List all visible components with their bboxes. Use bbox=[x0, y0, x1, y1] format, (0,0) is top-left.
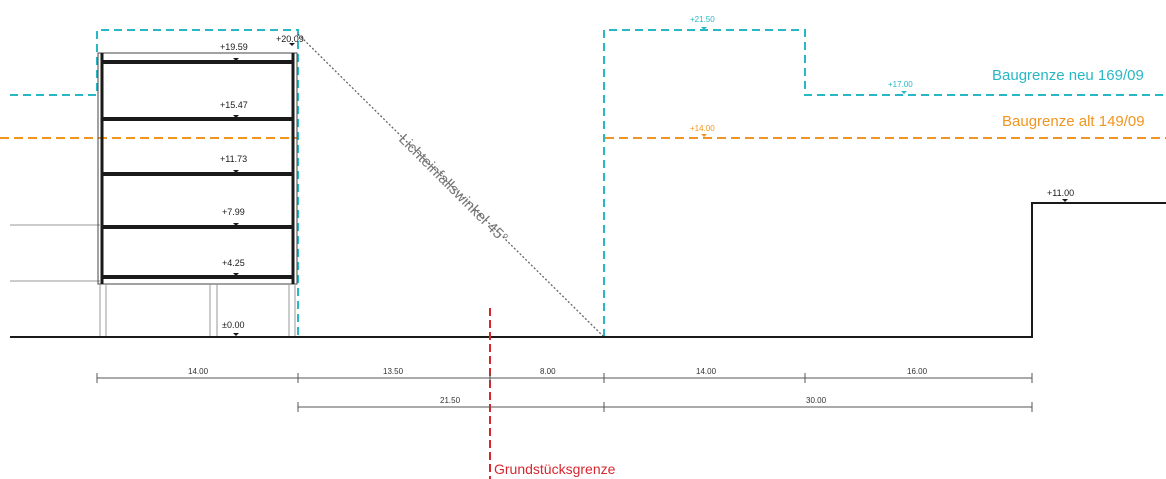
level-markers bbox=[233, 43, 295, 336]
cyan-peak-marker bbox=[701, 27, 707, 30]
level-label-15-47: +15.47 bbox=[220, 100, 248, 110]
dimension-row-1 bbox=[96, 373, 1033, 383]
cyan-step-marker bbox=[901, 91, 907, 94]
dim-14-00-left: 14.00 bbox=[188, 367, 209, 376]
right-building-marker bbox=[1062, 199, 1068, 202]
level-label-19-59: +19.59 bbox=[220, 42, 248, 52]
property-line-label: Grundstücksgrenze bbox=[494, 461, 616, 477]
dim-16-00: 16.00 bbox=[907, 367, 928, 376]
dim-8-00: 8.00 bbox=[540, 367, 556, 376]
right-building-level-label: +11.00 bbox=[1047, 188, 1074, 198]
orange-level-marker bbox=[701, 134, 707, 137]
level-label-7-99: +7.99 bbox=[222, 207, 245, 217]
dim-13-50: 13.50 bbox=[383, 367, 404, 376]
ground-line bbox=[10, 202, 1166, 338]
baugrenze-neu-envelope-left bbox=[10, 29, 299, 337]
dimension-row-2 bbox=[297, 402, 1033, 412]
cyan-peak-level-label: +21.50 bbox=[690, 15, 715, 24]
dim-14-00-right: 14.00 bbox=[696, 367, 717, 376]
dim-21-50: 21.50 bbox=[440, 396, 461, 405]
level-label-top: +20.09 bbox=[276, 34, 304, 44]
level-label-0-00: ±0.00 bbox=[222, 320, 244, 330]
cyan-step-level-label: +17.00 bbox=[888, 80, 913, 89]
left-building bbox=[97, 52, 298, 337]
baugrenze-alt-label: Baugrenze alt 149/09 bbox=[1002, 113, 1145, 130]
baugrenze-neu-envelope-right bbox=[603, 29, 1166, 337]
baugrenze-neu-label: Baugrenze neu 169/09 bbox=[992, 67, 1144, 84]
level-label-11-73: +11.73 bbox=[220, 154, 247, 164]
dim-30-00: 30.00 bbox=[806, 396, 827, 405]
orange-level-label: +14.00 bbox=[690, 124, 715, 133]
light-angle-label: Lichteinfallswinkel 45° bbox=[395, 131, 511, 247]
level-label-4-25: +4.25 bbox=[222, 258, 245, 268]
